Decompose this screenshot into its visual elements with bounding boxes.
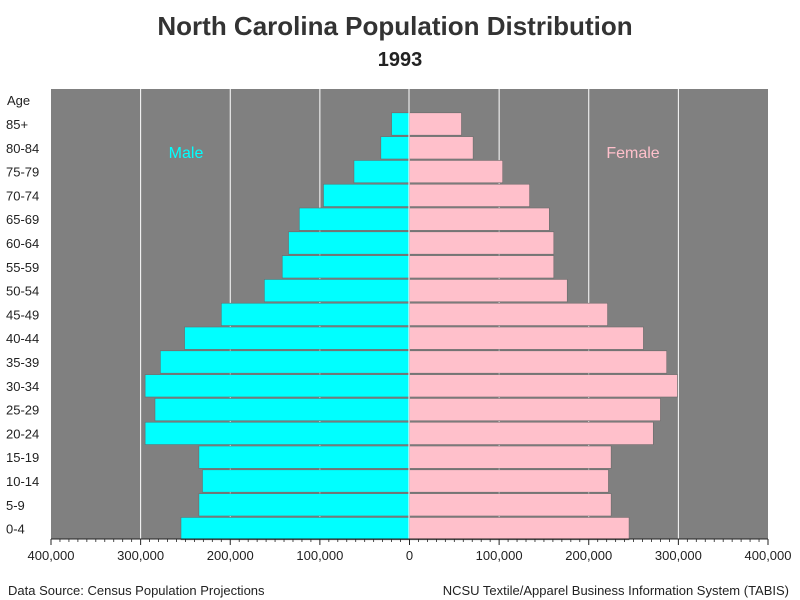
bar-male-70-74 bbox=[323, 183, 410, 207]
bar-male-25-29 bbox=[154, 398, 410, 422]
bar-male-85+ bbox=[391, 112, 410, 136]
bar-male-30-34 bbox=[144, 374, 410, 398]
bar-male-45-49 bbox=[220, 302, 410, 326]
age-label-60-64: 60-64 bbox=[6, 236, 39, 251]
x-tick-label-2: 200,000 bbox=[207, 548, 254, 563]
bar-male-0-4 bbox=[180, 517, 410, 541]
bar-female-5-9 bbox=[409, 493, 612, 517]
series-label-female: Female bbox=[606, 145, 659, 162]
bar-female-55-59 bbox=[409, 255, 555, 279]
bar-female-80-84 bbox=[409, 136, 474, 160]
bar-female-45-49 bbox=[409, 302, 608, 326]
age-label-80-84: 80-84 bbox=[6, 141, 39, 156]
bar-male-20-24 bbox=[144, 421, 410, 445]
age-label-65-69: 65-69 bbox=[6, 212, 39, 227]
age-label-70-74: 70-74 bbox=[6, 188, 39, 203]
bar-male-35-39 bbox=[160, 350, 410, 374]
x-axis-ticks: 400,000 300,000 200,000 100,000 0 100,000 200,… bbox=[28, 538, 792, 563]
bar-female-30-34 bbox=[409, 374, 678, 398]
chart-title: North Carolina Population Distribution bbox=[157, 11, 632, 41]
bar-female-40-44 bbox=[409, 326, 644, 350]
age-axis-label: Age bbox=[7, 93, 30, 108]
x-tick-label-4: 0 bbox=[406, 548, 413, 563]
age-label-45-49: 45-49 bbox=[6, 307, 39, 322]
bar-male-40-44 bbox=[184, 326, 410, 350]
bar-female-25-29 bbox=[409, 398, 661, 422]
x-tick-label-8: 400,000 bbox=[745, 548, 792, 563]
bar-male-75-79 bbox=[353, 160, 410, 184]
age-label-5-9: 5-9 bbox=[6, 498, 25, 513]
bar-female-75-79 bbox=[409, 160, 504, 184]
x-tick-label-5: 100,000 bbox=[476, 548, 523, 563]
chart-subtitle: 1993 bbox=[378, 49, 423, 71]
bar-female-15-19 bbox=[409, 445, 612, 469]
bar-male-50-54 bbox=[264, 279, 410, 303]
bar-male-60-64 bbox=[288, 231, 410, 255]
bar-female-35-39 bbox=[409, 350, 668, 374]
bar-female-10-14 bbox=[409, 469, 609, 493]
age-label-0-4: 0-4 bbox=[6, 522, 25, 537]
age-label-15-19: 15-19 bbox=[6, 450, 39, 465]
age-label-10-14: 10-14 bbox=[6, 474, 39, 489]
age-label-30-34: 30-34 bbox=[6, 379, 39, 394]
x-tick-label-6: 200,000 bbox=[565, 548, 612, 563]
bar-female-60-64 bbox=[409, 231, 555, 255]
x-tick-label-7: 300,000 bbox=[655, 548, 702, 563]
series-label-male: Male bbox=[169, 145, 204, 162]
age-tick-labels: 85+ 80-84 75-79 70-74 65-69 60-64 55-59 50-54 45… bbox=[6, 117, 39, 537]
bar-female-20-24 bbox=[409, 421, 654, 445]
footer-credit: NCSU Textile/Apparel Business Informatio… bbox=[443, 583, 789, 598]
bar-male-15-19 bbox=[198, 445, 410, 469]
age-label-40-44: 40-44 bbox=[6, 331, 39, 346]
x-tick-label-1: 300,000 bbox=[117, 548, 164, 563]
x-tick-label-0: 400,000 bbox=[28, 548, 75, 563]
bar-female-50-54 bbox=[409, 279, 568, 303]
bar-male-55-59 bbox=[281, 255, 410, 279]
footer-source: Data Source: Census Population Projectio… bbox=[8, 583, 265, 598]
age-label-50-54: 50-54 bbox=[6, 284, 39, 299]
bar-male-80-84 bbox=[380, 136, 410, 160]
bar-female-0-4 bbox=[409, 517, 630, 541]
bars bbox=[144, 112, 678, 541]
age-label-20-24: 20-24 bbox=[6, 426, 39, 441]
age-label-75-79: 75-79 bbox=[6, 165, 39, 180]
bar-male-5-9 bbox=[198, 493, 410, 517]
bar-male-65-69 bbox=[298, 207, 410, 231]
bar-female-70-74 bbox=[409, 183, 530, 207]
bar-female-65-69 bbox=[409, 207, 550, 231]
x-tick-label-3: 100,000 bbox=[296, 548, 343, 563]
age-label-35-39: 35-39 bbox=[6, 355, 39, 370]
bar-female-85+ bbox=[409, 112, 462, 136]
age-label-25-29: 25-29 bbox=[6, 403, 39, 418]
bar-male-10-14 bbox=[202, 469, 410, 493]
age-label-55-59: 55-59 bbox=[6, 260, 39, 275]
age-label-85+: 85+ bbox=[6, 117, 28, 132]
